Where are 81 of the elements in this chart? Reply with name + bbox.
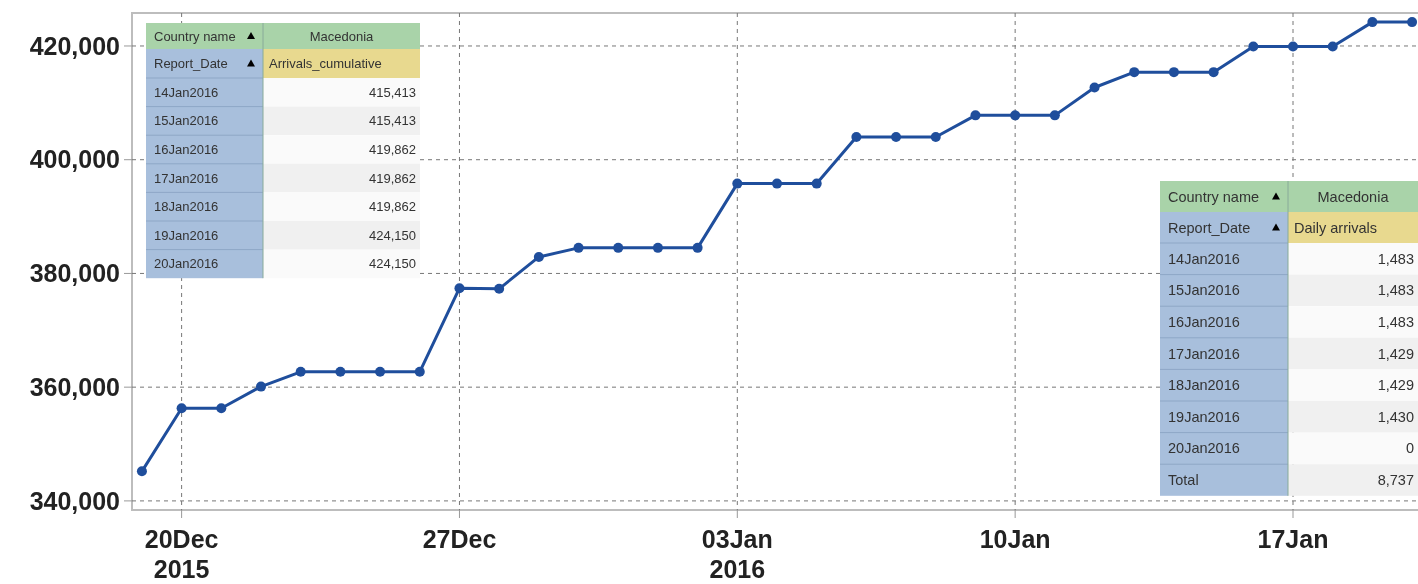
category-label: 20Jan2016	[154, 256, 219, 272]
point	[1049, 110, 1060, 121]
point	[136, 466, 147, 477]
category-label: 15Jan2016	[154, 113, 219, 129]
y-tick-label: 340,000	[29, 486, 120, 515]
annotation: Report_Date	[1168, 219, 1251, 236]
category-label: 14Jan2016	[154, 84, 219, 100]
point	[176, 403, 187, 414]
category-label: 19Jan2016	[1168, 408, 1240, 425]
annotation: Country name	[1168, 188, 1260, 205]
y-tick-label: 360,000	[29, 372, 120, 401]
annotation: 1,483	[1377, 250, 1414, 267]
point	[1407, 17, 1418, 28]
point	[732, 178, 743, 189]
category-label: 18Jan2016	[154, 199, 219, 215]
annotation: 1,483	[1377, 314, 1414, 331]
category-label: 20Jan2016	[1168, 440, 1240, 457]
point	[1327, 41, 1338, 52]
y-tick-label: 420,000	[29, 31, 120, 60]
annotation: Report_Date	[154, 56, 228, 72]
annotation: Arrivals_cumulative	[269, 56, 382, 72]
annotation: 8,737	[1377, 472, 1414, 489]
x-tick-label: 27Dec	[422, 525, 497, 553]
point	[375, 366, 386, 377]
annotation: 419,862	[369, 199, 416, 215]
category-label: 16Jan2016	[1168, 314, 1240, 331]
category-label: 17Jan2016	[154, 170, 219, 186]
point	[256, 381, 266, 392]
annotation: Country name	[154, 28, 236, 44]
point	[811, 178, 822, 189]
annotation: 1,430	[1377, 408, 1414, 425]
point	[295, 366, 306, 377]
annotation: 419,862	[369, 170, 416, 186]
point	[891, 131, 902, 142]
point	[1288, 41, 1298, 52]
point	[1010, 110, 1021, 121]
y-tick-label: 400,000	[29, 145, 120, 174]
annotation: 419,862	[369, 142, 416, 158]
category-label: 15Jan2016	[1168, 282, 1240, 299]
point	[494, 283, 505, 294]
category-label: 19Jan2016	[154, 227, 219, 243]
annotation: 1,429	[1377, 377, 1414, 394]
x-tick-label: 20Dec 2015	[144, 525, 219, 583]
point	[613, 242, 624, 253]
annotation: 424,150	[369, 256, 416, 272]
point	[692, 242, 703, 253]
annotation: Macedonia	[309, 28, 375, 44]
point	[533, 251, 544, 262]
annotation: Daily arrivals	[1294, 219, 1377, 236]
x-tick-label: 17Jan	[1257, 525, 1329, 553]
point	[1168, 67, 1179, 78]
point	[1367, 17, 1378, 28]
annotation: 424,150	[369, 227, 416, 243]
x-tick-label: 10Jan	[979, 525, 1051, 553]
y-tick-label: 380,000	[29, 259, 120, 288]
point	[573, 242, 584, 253]
point	[772, 178, 782, 189]
annotation: 415,413	[369, 84, 416, 100]
annotation: 0	[1405, 440, 1414, 457]
point	[414, 366, 425, 377]
category-label: 14Jan2016	[1168, 250, 1240, 267]
category-label: 17Jan2016	[1168, 345, 1240, 362]
point	[970, 110, 981, 121]
point	[454, 283, 465, 294]
point	[652, 242, 663, 253]
category-label: 16Jan2016	[154, 142, 219, 158]
point	[1089, 82, 1100, 93]
category-label: Total	[1168, 472, 1199, 489]
point	[1248, 41, 1259, 52]
point	[335, 366, 346, 377]
annotation: 1,483	[1377, 282, 1414, 299]
annotation: 415,413	[369, 113, 416, 129]
point	[1129, 67, 1140, 78]
point	[930, 131, 941, 142]
point	[1208, 67, 1219, 78]
category-label: 18Jan2016	[1168, 377, 1240, 394]
annotation: Macedonia	[1317, 188, 1390, 205]
point	[216, 403, 227, 414]
point	[851, 131, 862, 142]
annotation: 1,429	[1377, 345, 1414, 362]
x-tick-label: 03Jan 2016	[701, 525, 773, 583]
